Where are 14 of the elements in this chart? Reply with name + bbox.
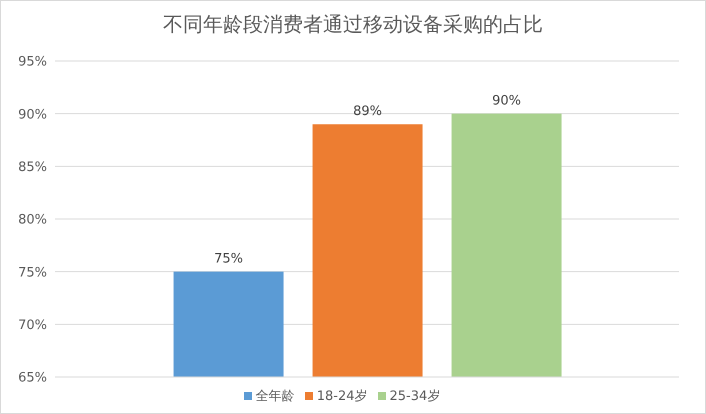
y-tick-label: 75% (18, 265, 47, 280)
y-tick-label: 85% (18, 160, 47, 175)
legend-label: 25-34岁 (390, 388, 440, 405)
data-label: 90% (492, 94, 522, 109)
y-tick-label: 90% (18, 107, 47, 122)
y-tick-label: 70% (18, 318, 47, 333)
legend-label: 全年龄 (256, 388, 295, 405)
y-tick-label: 95% (18, 54, 47, 70)
legend-label: 18-24岁 (316, 388, 368, 405)
y-tick-label: 65% (18, 370, 47, 386)
chart-title: 不同年龄段消费者通过移动设备采购的占比 (162, 11, 544, 38)
data-label: 89% (353, 104, 382, 120)
y-tick-label: 80% (18, 212, 47, 228)
data-label: 75% (214, 252, 244, 267)
